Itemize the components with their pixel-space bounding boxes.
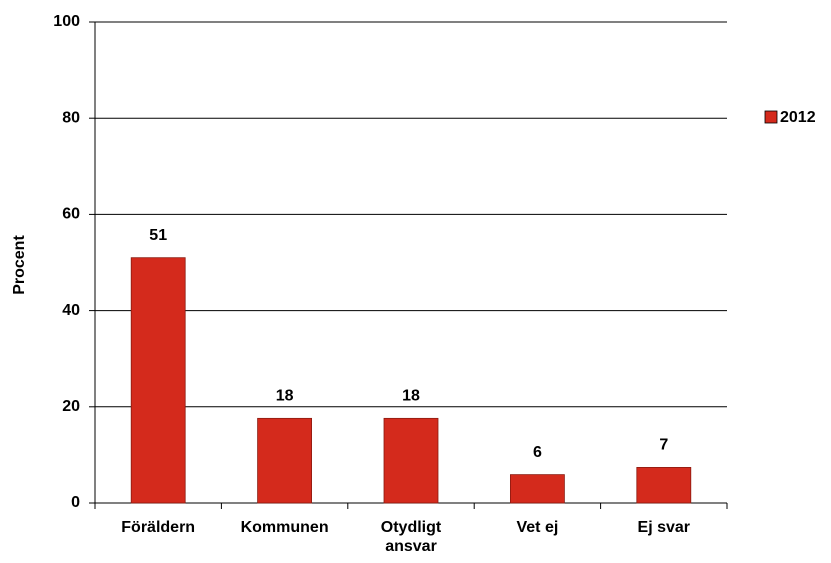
bar (636, 467, 692, 504)
bar (130, 257, 186, 504)
legend-label: 2012 (780, 109, 816, 126)
legend-swatch (764, 110, 778, 124)
x-tick-label: Vet ej (516, 519, 559, 536)
y-axis-label: Procent (11, 235, 28, 295)
bar (509, 474, 565, 504)
y-tick-label: 0 (71, 494, 80, 511)
data-label: 6 (533, 444, 542, 461)
data-label: 18 (276, 388, 294, 405)
x-tick-label: Kommunen (240, 519, 329, 536)
y-tick-label: 80 (62, 109, 80, 126)
x-tick-label: Föräldern (121, 519, 196, 536)
y-tick-label: 20 (62, 398, 80, 415)
y-tick-label: 60 (62, 206, 80, 223)
data-label: 18 (402, 388, 420, 405)
data-label: 7 (659, 437, 668, 454)
x-tick-label: Otydligt ansvar (380, 519, 442, 555)
bar (383, 417, 439, 504)
y-tick-label: 40 (62, 302, 80, 319)
y-tick-label: 100 (53, 13, 80, 30)
x-tick-label: Ej svar (637, 519, 691, 536)
bar (257, 417, 313, 504)
data-label: 51 (149, 227, 167, 244)
